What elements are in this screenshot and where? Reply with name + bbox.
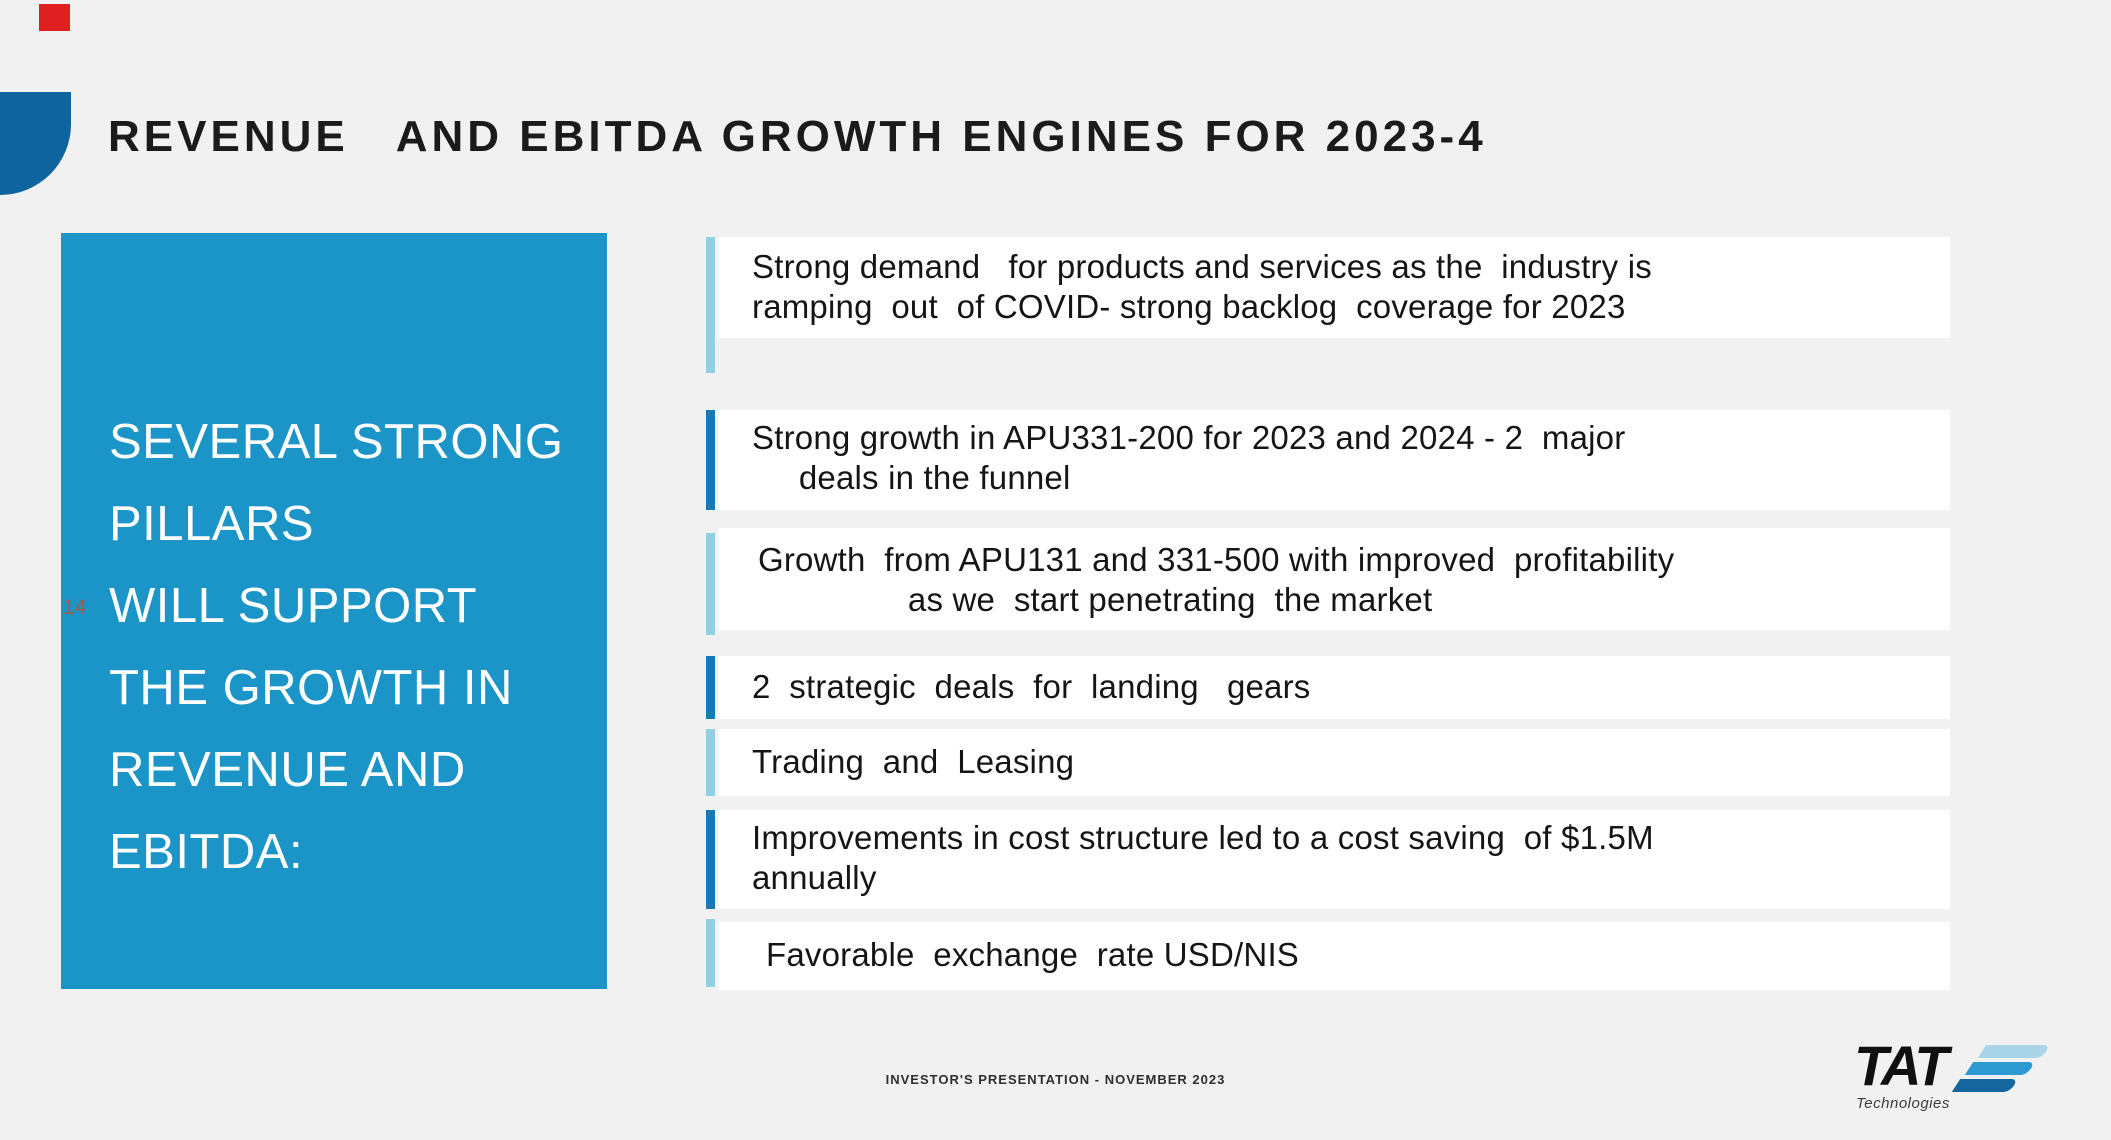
bullet-card: Favorable exchange rate USD/NIS <box>718 922 1950 990</box>
logo-stripe-middle <box>1964 1062 2036 1075</box>
bullet-item-5: Trading and Leasing <box>706 729 1950 796</box>
bullet-item-4: 2 strategic deals for landing gears <box>706 656 1950 719</box>
footer-text: INVESTOR'S PRESENTATION - NOVEMBER 2023 <box>885 1072 1226 1087</box>
slide-title: REVENUE AND EBITDA GROWTH ENGINES FOR 20… <box>108 112 1487 161</box>
bullet-text: Strong growth in APU331-200 for 2023 and… <box>752 419 1626 496</box>
bullet-accent-bar <box>706 919 715 987</box>
corner-accent-shape <box>0 92 71 195</box>
bullet-text: Strong demand for products and services … <box>752 248 1652 325</box>
bullet-card: Strong growth in APU331-200 for 2023 and… <box>718 410 1950 510</box>
bullet-text: Trading and Leasing <box>752 743 1075 780</box>
bullet-accent-bar <box>706 237 715 373</box>
bullet-accent-bar <box>706 656 715 719</box>
bullet-accent-bar <box>706 533 715 635</box>
pillars-text: SEVERAL STRONG PILLARS WILL SUPPORT THE … <box>109 415 564 879</box>
bullet-accent-bar <box>706 810 715 909</box>
bullet-item-7: Favorable exchange rate USD/NIS <box>706 919 1950 990</box>
bullet-item-3: Growth from APU131 and 331-500 with impr… <box>706 528 1950 635</box>
bullet-item-6: Improvements in cost structure led to a … <box>706 810 1950 909</box>
bullet-accent-bar <box>706 729 715 796</box>
bullet-card: Improvements in cost structure led to a … <box>718 810 1950 909</box>
tat-logo-subtext: Technologies <box>1856 1095 1950 1112</box>
bullet-text: Growth from APU131 and 331-500 with impr… <box>758 541 1675 618</box>
bullet-card: Trading and Leasing <box>718 729 1950 796</box>
tat-logo-wordmark: TAT <box>1854 1034 1949 1097</box>
bullet-text: Favorable exchange rate USD/NIS <box>766 936 1300 973</box>
bullet-card: Strong demand for products and services … <box>718 237 1950 338</box>
tat-logo: TAT Technologies <box>1850 1034 2090 1125</box>
logo-stripe-top <box>1977 1045 2051 1058</box>
bullet-text: Improvements in cost structure led to a … <box>752 819 1654 896</box>
red-corner-marker <box>39 4 70 31</box>
logo-stripe-bottom <box>1951 1079 2019 1092</box>
bullet-accent-bar <box>706 410 715 510</box>
bullet-card: 2 strategic deals for landing gears <box>718 656 1950 719</box>
bullet-text: 2 strategic deals for landing gears <box>752 668 1311 705</box>
bullet-card: Growth from APU131 and 331-500 with impr… <box>718 528 1950 630</box>
pillars-box: SEVERAL STRONG PILLARS WILL SUPPORT THE … <box>61 233 607 989</box>
page-number: 14 <box>63 596 87 619</box>
bullet-item-2: Strong growth in APU331-200 for 2023 and… <box>706 410 1950 510</box>
bullet-item-1: Strong demand for products and services … <box>706 237 1950 373</box>
